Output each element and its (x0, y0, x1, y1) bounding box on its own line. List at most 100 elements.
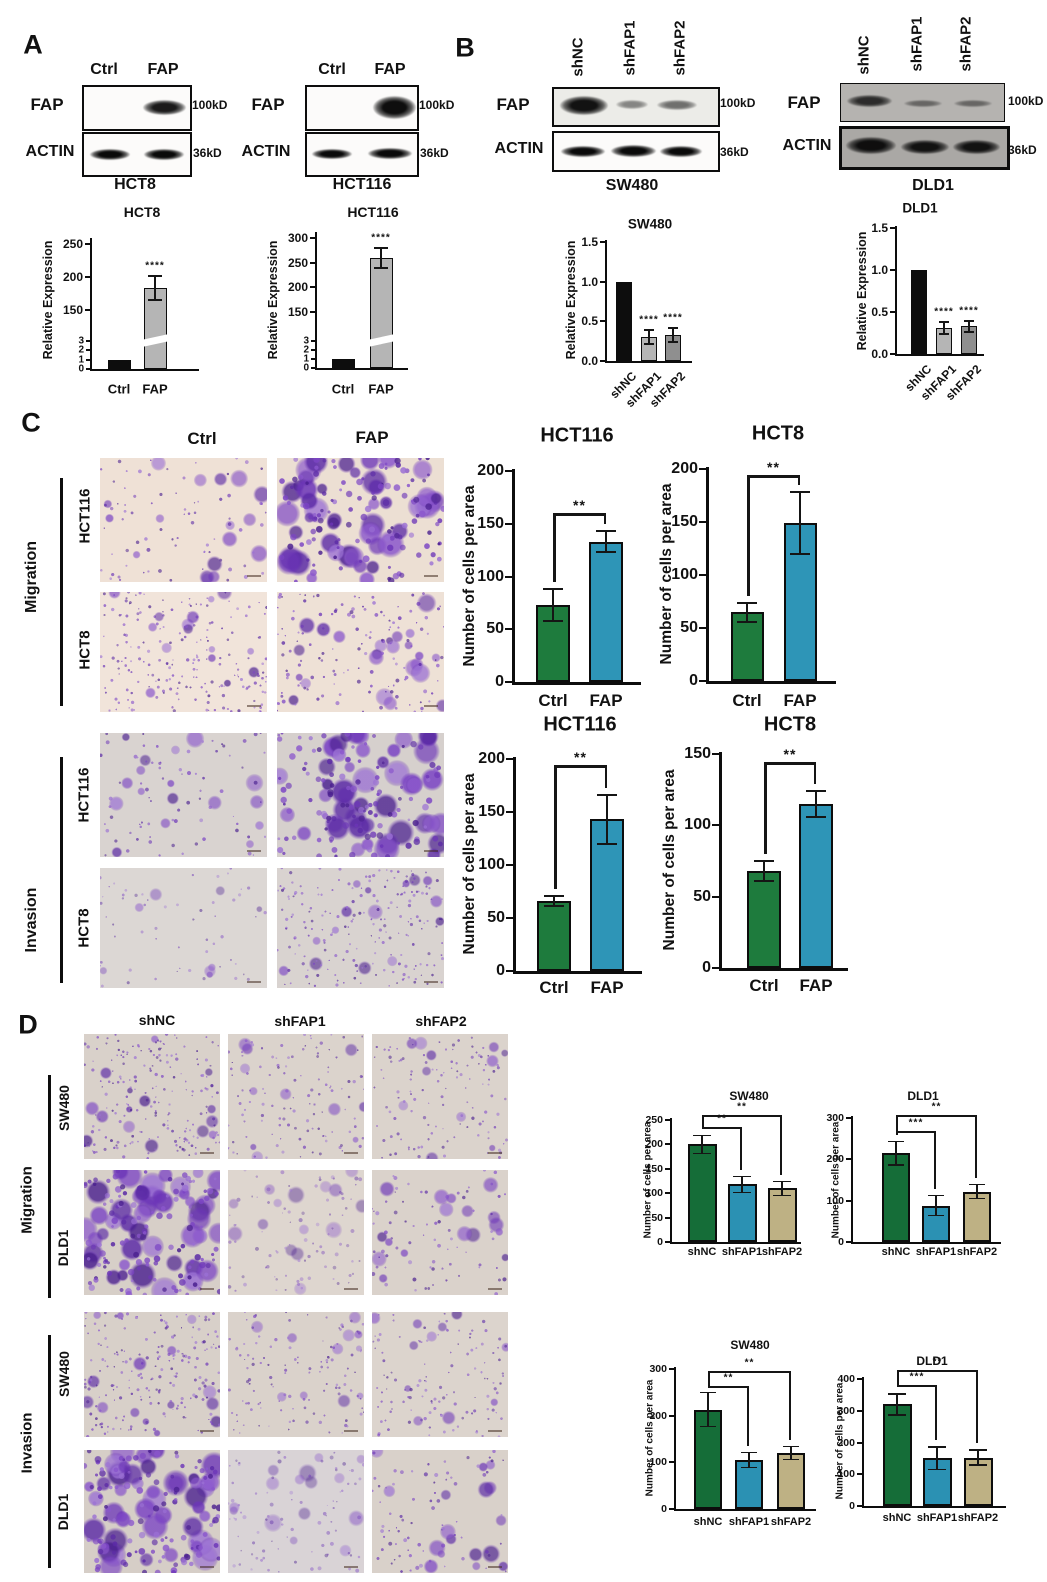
chart-title: HCT8 (763, 713, 817, 736)
scale-bar (200, 1566, 214, 1568)
y-axis-label: Number of cells per area (461, 485, 478, 667)
y-tick-label: 200 (62, 270, 83, 284)
error-cap (928, 1446, 946, 1448)
error-cap (782, 1458, 800, 1461)
sig-bracket-leg (813, 762, 816, 784)
row-label: DLD1 (55, 1493, 71, 1531)
error-cap (374, 266, 388, 269)
y-tick-label: 0 (661, 1503, 667, 1515)
error-cap (668, 340, 678, 343)
y-tick-label: 100 (649, 1456, 667, 1469)
column-header: shFAP2 (415, 1013, 467, 1029)
bar-a-hct116-FAP (369, 257, 393, 368)
transwell-image-migration-hct116-ctrl (100, 458, 267, 582)
row-label: HCT8 (75, 908, 93, 948)
error-cap (939, 321, 949, 324)
wb-band (561, 146, 605, 157)
sig-bracket (896, 1115, 977, 1117)
wb-band (846, 137, 896, 154)
wb-membrane-fap-dld1 (840, 83, 1005, 122)
y-tick-label: 200 (477, 462, 504, 479)
transwell-image-migration-hct8-ctrl (100, 592, 267, 712)
row-label: HCT8 (76, 630, 94, 670)
chart-title: DLD1 (907, 1089, 939, 1103)
y-tick (600, 280, 605, 283)
wb-membrane-fap-sw480 (552, 87, 720, 127)
blot-caption: HCT116 (332, 176, 392, 193)
wb-membrane-fap-hct8 (82, 85, 192, 131)
error-cap (644, 343, 654, 346)
significance-stars: **** (663, 312, 683, 324)
scale-bar (488, 1566, 502, 1568)
y-tick-label: 100 (645, 1187, 663, 1200)
y-tick (600, 320, 605, 323)
y-tick (857, 1409, 862, 1412)
error-cap (699, 1425, 717, 1428)
error-cap (542, 588, 564, 591)
wb-band (847, 95, 892, 107)
y-tick-label: 1.5 (871, 221, 888, 235)
error-bar (707, 1391, 709, 1428)
chart-title: SW480 (730, 1338, 770, 1352)
y-tick-label: 100 (826, 1194, 844, 1207)
y-tick (890, 311, 895, 313)
error-bar (781, 1180, 783, 1197)
y-tick (86, 340, 90, 342)
significance-stars: ** (723, 1372, 734, 1384)
y-tick-label: 300 (837, 1404, 855, 1417)
error-cap (790, 491, 810, 494)
wb-band (953, 140, 1000, 154)
error-bar (648, 329, 650, 346)
y-tick-label: 400 (837, 1373, 855, 1385)
y-tick-label: 50 (487, 909, 505, 926)
x-tick-label: Ctrl (539, 978, 569, 997)
x-axis (315, 368, 408, 370)
transwell-image-migration-dld1-shfap2 (372, 1170, 508, 1295)
y-tick (85, 309, 90, 311)
y-tick (669, 1461, 674, 1464)
x-tick-label: Ctrl (538, 691, 568, 710)
y-axis (719, 752, 722, 971)
error-bar (380, 246, 382, 269)
y-tick-label: 100 (477, 567, 504, 585)
significance-stars: **** (639, 314, 659, 326)
bar-d-mig-sw480-shFAP2 (767, 1188, 797, 1242)
x-tick-label: Ctrl (732, 691, 762, 710)
scale-bar (488, 1152, 502, 1154)
y-tick (857, 1505, 862, 1507)
y-tick (86, 368, 90, 370)
y-tick (310, 261, 315, 264)
y-tick-label: 0 (303, 362, 309, 374)
x-tick-label: FAP (589, 691, 623, 710)
y-tick-label: 50 (486, 620, 504, 638)
y-axis (670, 1118, 672, 1244)
y-tick-label: 200 (671, 460, 698, 477)
wb-band (368, 148, 412, 159)
error-cap (374, 246, 388, 249)
error-cap (737, 620, 757, 623)
sig-bracket-leg (708, 1371, 710, 1386)
wb-band (616, 100, 648, 109)
scale-bar (344, 1430, 358, 1432)
y-axis-label: Relative Expression (855, 231, 869, 351)
chart-title: HCT8 (751, 422, 805, 445)
error-bar (814, 789, 818, 819)
error-cap (753, 859, 775, 862)
y-tick-label: 0 (657, 1236, 663, 1248)
y-tick-label: 250 (645, 1114, 663, 1126)
error-cap (968, 1197, 986, 1200)
wb-band (660, 146, 702, 157)
wb-band (904, 100, 942, 107)
x-tick-label: shFAP1 (916, 1512, 958, 1524)
protein-label-fap: FAP (787, 93, 821, 112)
transwell-image-invasion-hct8-fap (277, 868, 444, 988)
y-tick-label: 1.0 (871, 263, 888, 277)
scale-bar (200, 1288, 214, 1290)
error-cap (773, 1180, 791, 1183)
y-tick-label: 0 (702, 959, 711, 976)
error-bar (551, 588, 555, 622)
y-tick (669, 1508, 674, 1510)
y-tick-label: 0.0 (871, 347, 888, 361)
significance-stars: ** (574, 749, 587, 765)
chart-title: SW480 (627, 216, 673, 232)
